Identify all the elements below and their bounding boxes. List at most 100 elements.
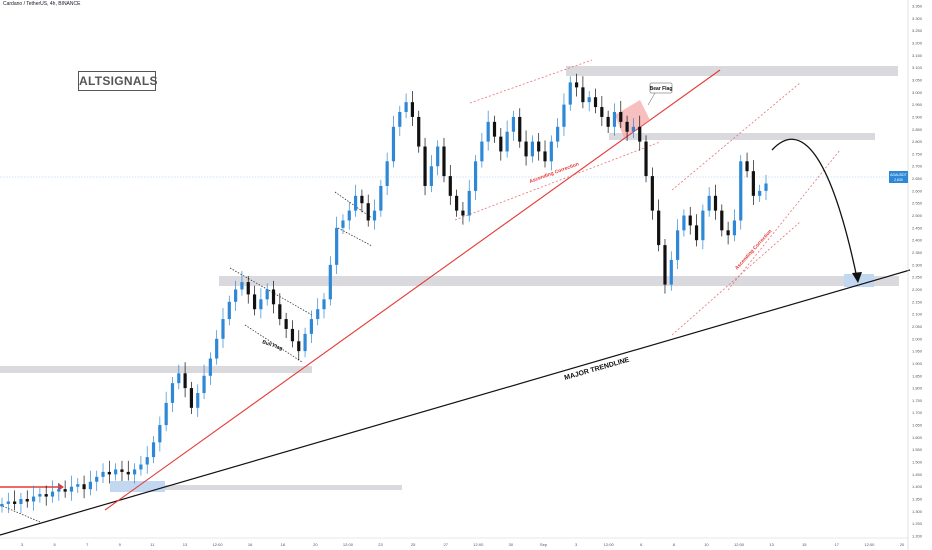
candle-bear: [745, 161, 749, 172]
x-tick-label: 12:00: [213, 542, 224, 547]
y-tick-label: 1.700: [912, 410, 923, 415]
candle-bear: [751, 171, 755, 196]
x-tick-label: 12:00: [604, 542, 615, 547]
candle-bear: [713, 195, 718, 211]
candle-bull: [19, 499, 23, 504]
candle-bull: [505, 131, 509, 152]
candle-bull: [631, 126, 636, 132]
bull-flag-label: Bull Flag: [261, 339, 283, 352]
candle-bear: [278, 304, 282, 320]
candle-bear: [13, 501, 17, 504]
y-tick-label: 1.300: [912, 509, 923, 514]
y-tick-label: 2.700: [912, 164, 923, 169]
y-tick-label: 2.400: [912, 238, 923, 243]
x-tick-label: 3: [21, 542, 24, 547]
candle-bull: [328, 264, 332, 300]
y-tick-label: 1.900: [912, 361, 923, 366]
projection-arrow: [771, 138, 858, 279]
candle-bull: [701, 210, 705, 241]
svg-text:Bear Flag: Bear Flag: [650, 86, 673, 92]
bear-flag-label: Bear Flag: [647, 82, 673, 106]
y-tick-label: 1.200: [912, 534, 923, 539]
y-tick-label: 2.850: [912, 127, 923, 132]
y-tick-label: 1.500: [912, 460, 923, 465]
y-tick-label: 3.000: [912, 90, 923, 95]
x-tick-label: 3: [575, 542, 578, 547]
x-tick-label: 12:00: [343, 542, 354, 547]
candle-bull: [95, 476, 99, 482]
svg-text:2.630: 2.630: [894, 178, 903, 182]
x-tick-label: 12:00: [734, 542, 745, 547]
candle-bull: [404, 102, 408, 112]
x-tick-label: 17: [835, 542, 840, 547]
y-tick-label: 2.150: [912, 299, 923, 304]
time-axis[interactable]: 3 5 7 9 11 13 12:00 16 18 20 12:00 23 25 27 12:00 30 Sep…: [0, 537, 908, 547]
resistance-zone-top: [566, 66, 898, 76]
candle-bear: [543, 151, 547, 162]
y-tick-label: 2.950: [912, 102, 923, 107]
y-tick-label: 1.350: [912, 497, 923, 502]
candle-bear: [360, 195, 364, 204]
candle-bull: [88, 481, 92, 490]
y-tick-label: 3.100: [912, 65, 923, 70]
x-tick-label: 25: [411, 542, 416, 547]
candle-bull: [158, 425, 162, 443]
projection-arrowhead: [852, 272, 862, 283]
candle-bear: [650, 176, 654, 211]
candle-bear: [720, 210, 724, 231]
candle-bear: [619, 112, 623, 122]
y-tick-label: 1.250: [912, 521, 923, 526]
candle-bear: [366, 203, 370, 221]
y-tick-label: 1.800: [912, 386, 923, 391]
x-tick-label: 30: [509, 542, 514, 547]
y-tick-label: 2.550: [912, 201, 923, 206]
y-tick-label: 3.150: [912, 53, 923, 58]
y-tick-label: 2.600: [912, 188, 923, 193]
candle-bull: [240, 282, 244, 290]
candle-bear: [44, 494, 48, 497]
candle-bull: [669, 259, 673, 285]
candle-bull: [391, 126, 396, 162]
candle-bear: [417, 116, 421, 147]
y-tick-label: 2.450: [912, 225, 923, 230]
candle-bear: [246, 282, 250, 295]
altsignals-logo: ALTSIGNALS: [78, 71, 157, 91]
candle-bear: [524, 141, 528, 157]
candle-bull: [227, 301, 231, 320]
x-tick-label: 20: [900, 542, 905, 547]
chart-header: Cardano / TetherUS, 4h, BINANCE: [3, 1, 81, 7]
candle-bull: [511, 116, 516, 132]
y-tick-label: 3.250: [912, 28, 923, 33]
y-tick-label: 1.850: [912, 373, 923, 378]
x-tick-label: 8: [673, 542, 676, 547]
candle-bear: [657, 210, 661, 246]
candle-bear: [271, 289, 276, 305]
candle-bear: [461, 210, 465, 216]
candle-bull: [682, 215, 686, 231]
candle-bear: [606, 116, 610, 127]
candle-bear: [593, 97, 598, 108]
candle-bear: [25, 499, 29, 502]
candle-bull: [707, 195, 711, 211]
candle-bull: [145, 457, 149, 465]
y-tick-label: 2.650: [912, 176, 923, 181]
candle-bull: [208, 358, 212, 376]
y-tick-label: 3.200: [912, 40, 923, 45]
y-tick-label: 3.300: [912, 16, 923, 21]
candle-bull: [398, 112, 402, 127]
candle-bull: [202, 375, 206, 394]
y-tick-label: 2.800: [912, 139, 923, 144]
entry-arrow: [0, 483, 64, 491]
x-tick-label: 13: [769, 542, 774, 547]
candle-bear: [448, 176, 452, 196]
candle-bull: [69, 486, 74, 492]
y-tick-label: 1.550: [912, 447, 923, 452]
x-tick-label: 23: [378, 542, 383, 547]
candles: [0, 73, 768, 514]
price-axis[interactable]: 3.350 3.300 3.250 3.200 3.150 3.100 3.050 3.000…: [907, 0, 923, 550]
candle-bull: [170, 383, 175, 403]
candle-bull: [259, 299, 263, 310]
candle-bull: [234, 289, 238, 302]
